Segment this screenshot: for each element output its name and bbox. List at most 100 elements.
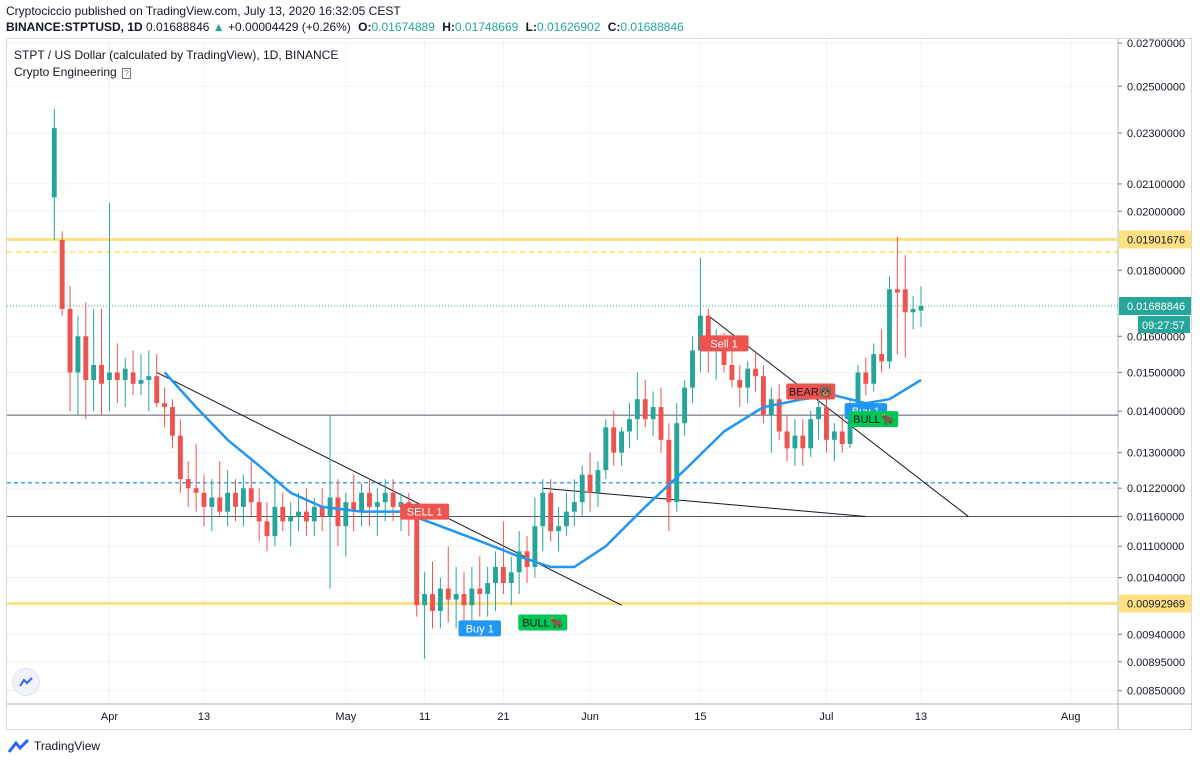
candle — [303, 488, 309, 537]
candle-body — [437, 588, 443, 611]
candle-body — [737, 379, 743, 388]
info-icon[interactable]: ? — [122, 68, 132, 79]
price-tick-label: 0.01300000 — [1127, 448, 1185, 460]
signal-buy: Buy 1 — [458, 620, 502, 637]
candle — [611, 411, 617, 466]
candle-body — [256, 502, 262, 522]
candle-body — [177, 435, 183, 480]
candle — [556, 506, 562, 552]
candle-body — [193, 488, 199, 493]
candle-body — [855, 372, 861, 408]
symbol-label: BINANCE:STPTUSD, 1D — [6, 20, 143, 34]
candle-body — [532, 526, 538, 567]
candle-body — [816, 407, 822, 420]
candle — [359, 483, 365, 527]
candle-body — [59, 240, 65, 309]
candle — [382, 479, 388, 522]
candle — [902, 254, 908, 358]
candle — [390, 479, 396, 522]
candle-body — [705, 315, 711, 351]
close-label: C: — [607, 20, 621, 34]
price-tick-label: 0.01100000 — [1127, 541, 1184, 553]
candle — [839, 415, 845, 453]
price-tick-label: 0.00895000 — [1127, 657, 1185, 669]
candle — [264, 502, 270, 552]
candle-body — [579, 474, 585, 503]
candle — [351, 474, 357, 532]
candle — [831, 423, 837, 462]
time-tick-label: Jun — [581, 711, 599, 723]
candle-body — [343, 502, 349, 527]
signal-label: BULL🐂 — [853, 413, 895, 426]
candle — [508, 556, 514, 606]
candle-body — [240, 488, 246, 507]
price-label-text: 0.00992969 — [1127, 599, 1185, 611]
indicator-legend[interactable]: Crypto Engineering ? — [14, 65, 132, 79]
candle — [650, 391, 656, 436]
chart-legend-title: STPT / US Dollar (calculated by TradingV… — [14, 48, 339, 62]
candle — [327, 415, 333, 589]
price-tick-label: 0.02500000 — [1127, 81, 1185, 93]
candle — [690, 336, 695, 404]
candle-body — [619, 431, 625, 453]
candle-body — [690, 350, 695, 388]
candle-body — [863, 372, 869, 384]
candle-body — [122, 368, 128, 380]
candle-body — [114, 372, 120, 380]
chart-frame[interactable] — [6, 38, 1192, 730]
price-tick-label: 0.02300000 — [1127, 128, 1185, 140]
candle — [75, 315, 81, 416]
candle — [83, 302, 89, 420]
candle-body — [666, 439, 672, 503]
candle-body — [674, 423, 680, 503]
candle — [225, 470, 231, 527]
candle — [367, 479, 372, 527]
candle-body — [745, 368, 751, 388]
signal-label: BEAR🐻 — [789, 384, 833, 398]
candle — [233, 479, 238, 522]
candle-body — [887, 289, 892, 362]
candle-body — [67, 308, 73, 373]
candle-body — [422, 594, 428, 606]
candle — [808, 411, 814, 457]
trendline — [707, 315, 969, 517]
signal-label: BULL🐂 — [522, 616, 564, 629]
candle — [894, 237, 900, 355]
candle — [130, 350, 136, 396]
candle — [910, 295, 916, 330]
candle-body — [225, 492, 231, 512]
candle-body — [634, 399, 640, 420]
candle — [335, 479, 341, 547]
candle-body — [296, 511, 301, 517]
candle — [114, 343, 120, 404]
high-value: 0.01748669 — [454, 20, 519, 34]
candle-body — [831, 431, 837, 440]
candle — [548, 479, 554, 542]
candle — [217, 461, 223, 517]
candle-body — [918, 306, 924, 311]
candle — [240, 474, 246, 527]
candle-body — [335, 497, 341, 527]
candle — [753, 350, 758, 392]
candle — [209, 479, 215, 532]
candle — [272, 479, 278, 547]
candle — [201, 474, 207, 527]
candle-body — [280, 506, 286, 522]
trendline — [156, 371, 622, 606]
tradingview-chart-button[interactable] — [12, 668, 40, 696]
footer-brand[interactable]: TradingView — [8, 739, 100, 753]
candle-body — [185, 479, 191, 489]
candle — [595, 461, 601, 507]
publish-line: Cryptociccio published on TradingView.co… — [6, 4, 401, 18]
candle — [51, 109, 57, 241]
price-tick-label: 0.01800000 — [1127, 265, 1185, 277]
candle-body — [603, 427, 609, 471]
price-tick-label: 0.01040000 — [1127, 573, 1185, 585]
candle-body — [201, 492, 207, 507]
candle — [477, 556, 483, 617]
candle-body — [83, 336, 89, 380]
signal-box — [849, 411, 899, 428]
signal-box — [400, 503, 450, 520]
price-tick-label: 0.02100000 — [1127, 179, 1185, 191]
